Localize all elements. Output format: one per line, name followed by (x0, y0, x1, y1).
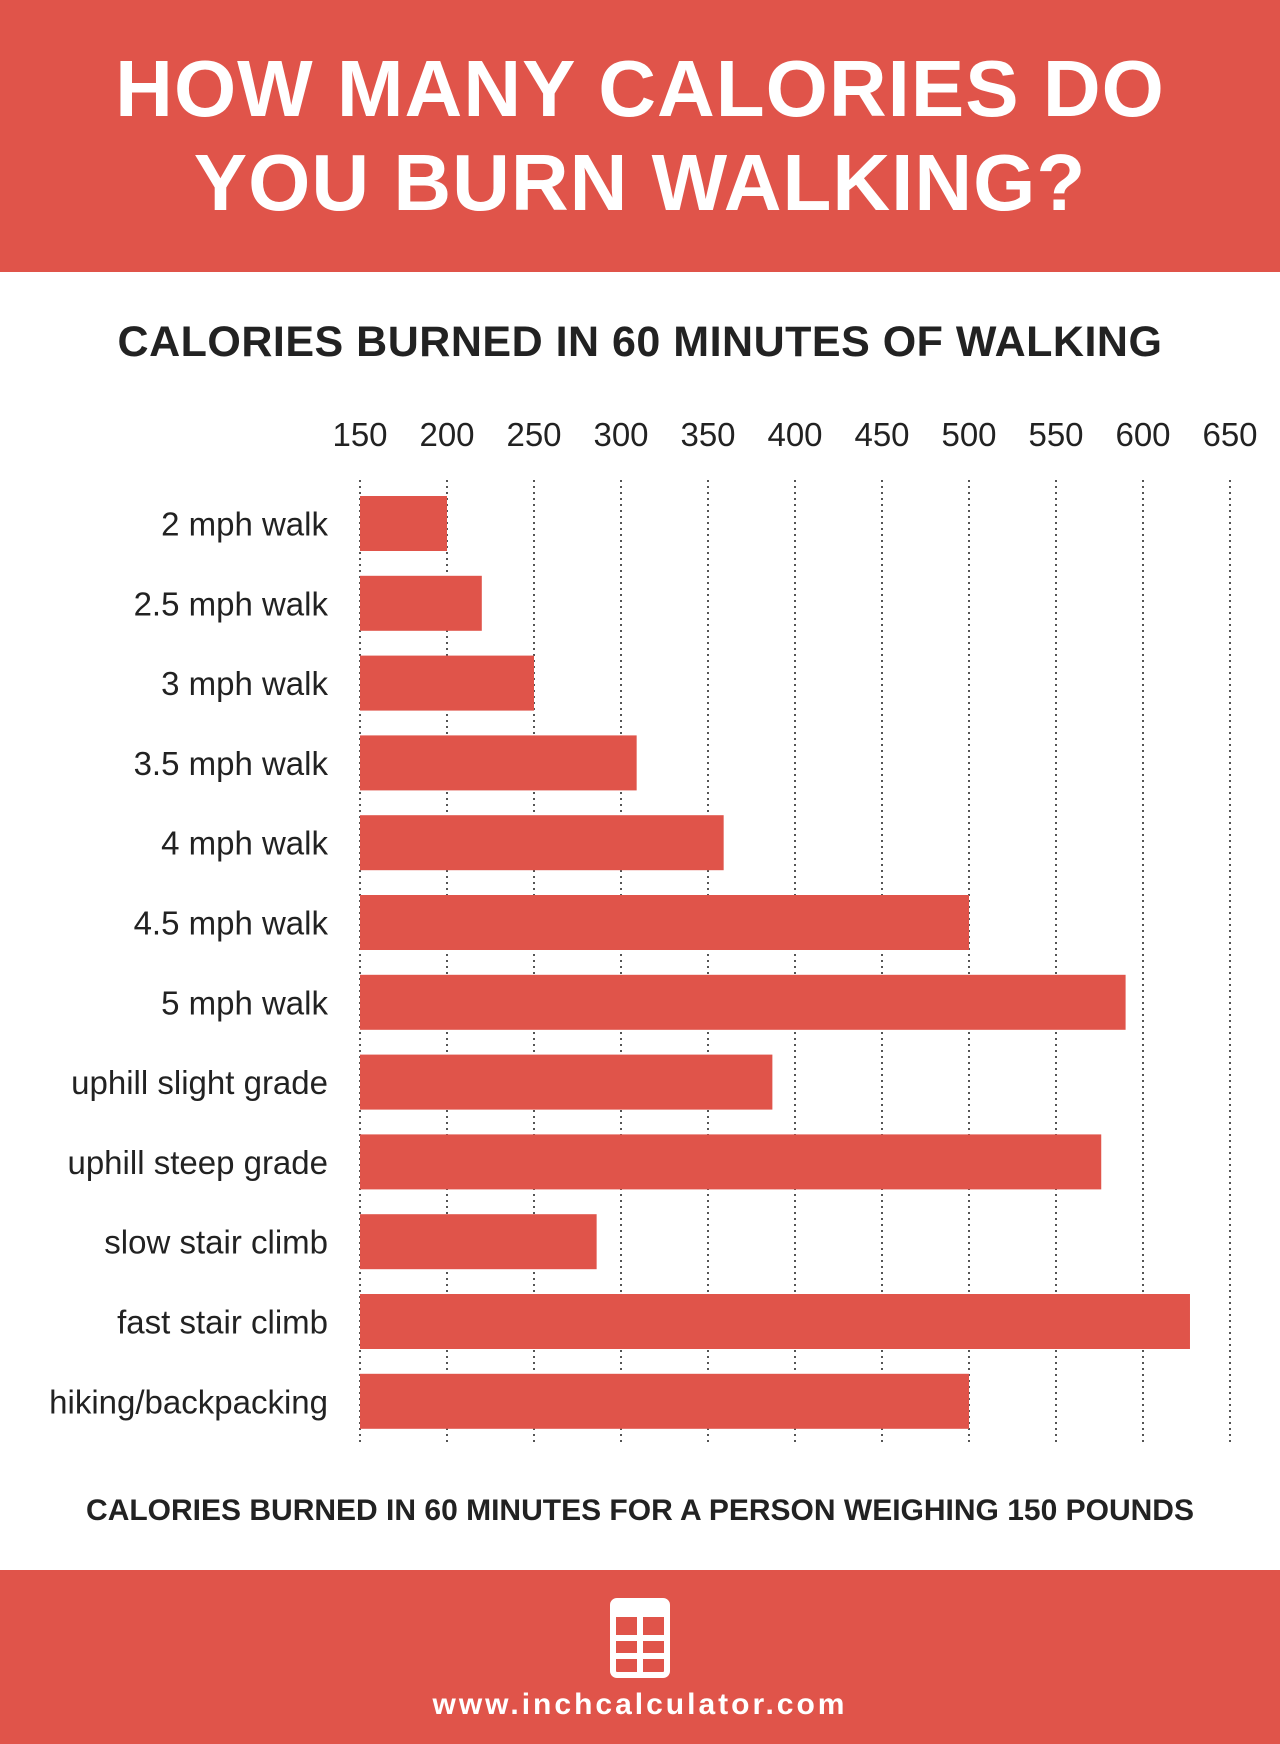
x-tick-label: 550 (1028, 416, 1083, 453)
bar (360, 815, 724, 871)
category-label: 4.5 mph walk (134, 905, 329, 942)
x-tick-label: 250 (506, 416, 561, 453)
footer-banner: www.inchcalculator.com (0, 1570, 1280, 1744)
header-banner: HOW MANY CALORIES DO YOU BURN WALKING? (0, 0, 1280, 272)
x-tick-label: 400 (767, 416, 822, 453)
x-tick-label: 150 (332, 416, 387, 453)
x-tick-label: 450 (854, 416, 909, 453)
bar (360, 575, 482, 631)
bar (360, 735, 637, 791)
category-label: 2.5 mph walk (134, 585, 329, 622)
x-tick-label: 500 (941, 416, 996, 453)
chart-title: CALORIES BURNED IN 60 MINUTES OF WALKING (117, 318, 1163, 366)
bar (360, 1294, 1190, 1349)
category-label: 3.5 mph walk (134, 745, 329, 782)
bar (360, 1054, 773, 1110)
x-tick-label: 200 (419, 416, 474, 453)
category-label: 3 mph walk (161, 665, 328, 702)
category-label: fast stair climb (117, 1304, 328, 1341)
bar (360, 895, 969, 950)
calculator-icon (610, 1598, 670, 1678)
site-url[interactable]: www.inchcalculator.com (432, 1688, 848, 1721)
x-tick-label: 650 (1202, 416, 1257, 453)
bar (360, 496, 447, 551)
category-label: hiking/backpacking (49, 1383, 328, 1420)
x-tick-label: 300 (593, 416, 648, 453)
bar-chart: 150 200 250 300 350 400 450 500 550 600 650 2 mph w… (49, 416, 1258, 1445)
chart-footnote: CALORIES BURNED IN 60 MINUTES FOR A PERS… (86, 1494, 1194, 1527)
x-tick-label: 600 (1115, 416, 1170, 453)
title-line-1: HOW MANY CALORIES DO (115, 44, 1165, 133)
bar (360, 1134, 1102, 1190)
title-line-2: YOU BURN WALKING? (193, 138, 1087, 227)
category-label: 2 mph walk (161, 506, 328, 543)
category-label: slow stair climb (104, 1224, 328, 1261)
category-label: 5 mph walk (161, 984, 328, 1021)
bar (360, 1373, 969, 1429)
category-label: 4 mph walk (161, 825, 328, 862)
bar (360, 655, 534, 711)
x-tick-label: 350 (680, 416, 735, 453)
bar (360, 974, 1126, 1030)
bar (360, 1214, 597, 1270)
category-label: uphill steep grade (67, 1144, 328, 1181)
category-label: uphill slight grade (71, 1064, 328, 1101)
